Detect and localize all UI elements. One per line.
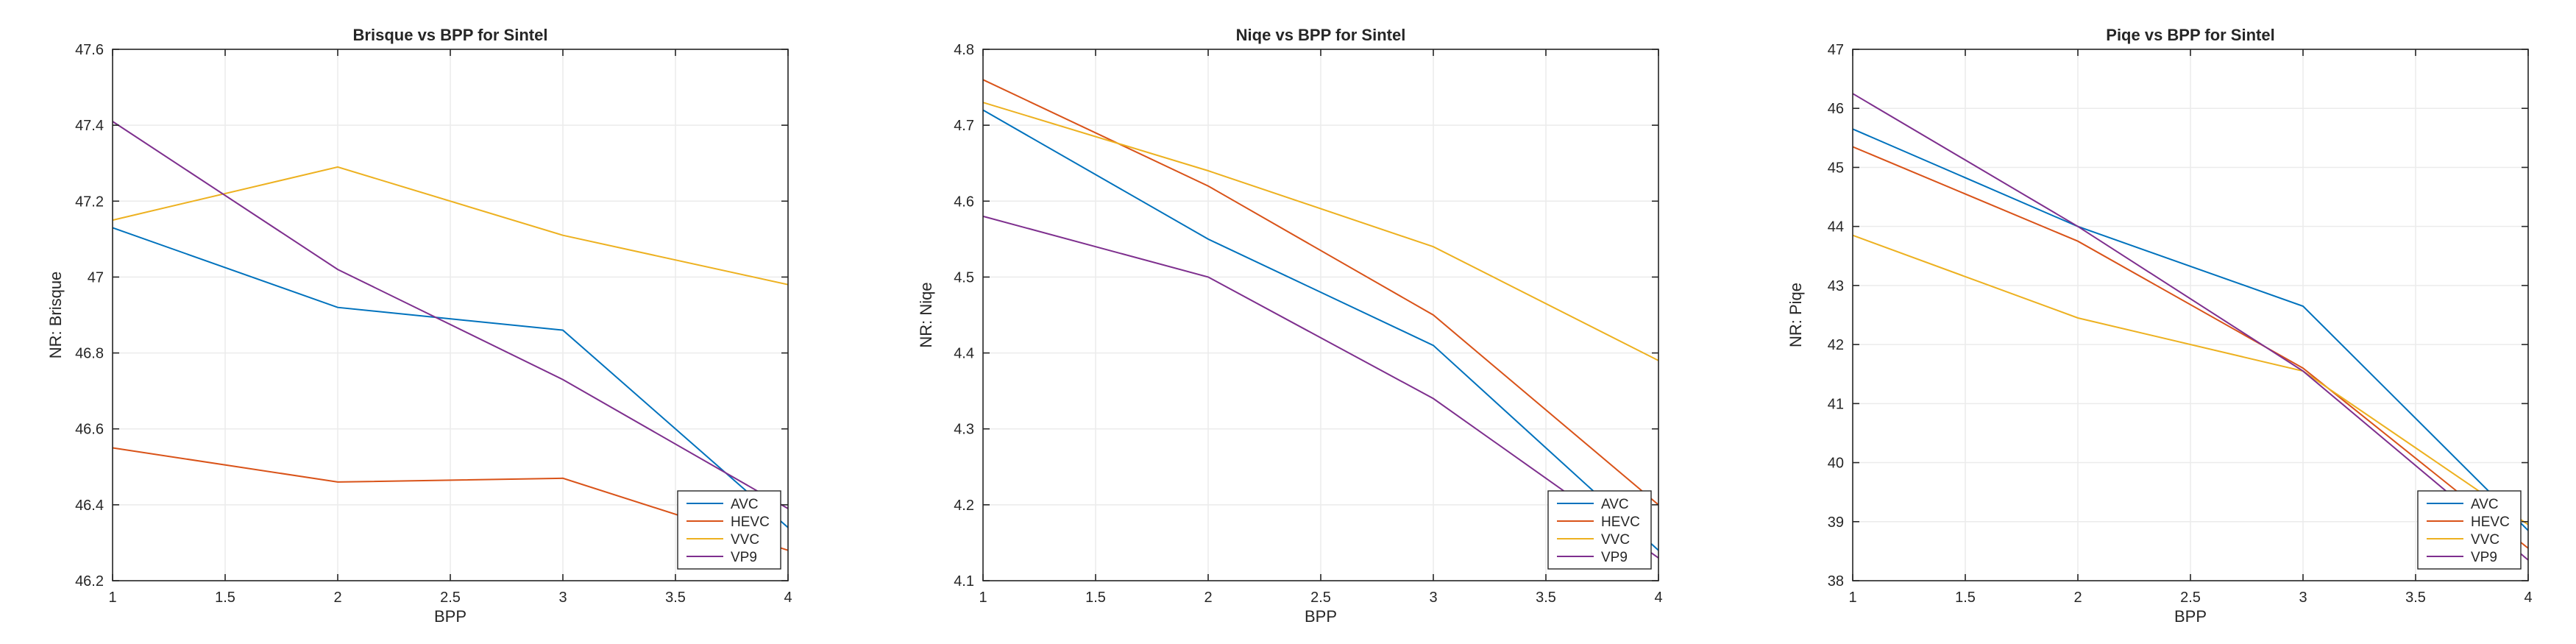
- chart-panel-1: 1 1.5 2 2.5 3 3.5 4 46.2 46.4 46.6 46.8 47 47.2 47.4 4…: [46, 26, 792, 626]
- series-line-hevc: [982, 79, 1659, 506]
- y-tick-label: 42: [1828, 337, 1844, 353]
- legend: AVC HEVC VVC VP9: [2417, 490, 2522, 570]
- legend-label: VVC: [731, 532, 759, 548]
- chart-title: Niqe vs BPP for Sintel: [1236, 26, 1406, 44]
- y-tick-label: 46.6: [75, 422, 104, 438]
- chart-panel-2: 1 1.5 2 2.5 3 3.5 4 4.1 4.2 4.3 4.4 4.5 4.6 4.7 4.8 Niq…: [917, 26, 1663, 626]
- x-tick-label: 3: [558, 590, 567, 606]
- legend-label: HEVC: [1601, 514, 1640, 530]
- x-tick-label: 4: [2524, 590, 2532, 606]
- x-axis-label: BPP: [1305, 607, 1337, 626]
- y-tick-label: 44: [1828, 219, 1844, 236]
- legend-label: AVC: [1601, 497, 1629, 512]
- x-tick-label: 2.5: [440, 590, 461, 606]
- x-tick-label: 2.5: [2180, 590, 2201, 606]
- y-tick-label: 47.4: [75, 118, 104, 134]
- x-tick-label: 3.5: [665, 590, 686, 606]
- legend-label: VP9: [1601, 550, 1628, 565]
- x-tick-label: 4: [1654, 590, 1662, 606]
- y-tick-label: 4.1: [954, 573, 974, 590]
- y-tick-label: 4.5: [954, 269, 974, 286]
- x-tick-label: 3: [1429, 590, 1437, 606]
- x-axis-label: BPP: [434, 607, 466, 626]
- series-line-vvc: [112, 166, 789, 286]
- y-tick-label: 46.8: [75, 346, 104, 362]
- y-tick-label: 39: [1828, 514, 1844, 531]
- series-line-avc: [1852, 128, 2529, 531]
- series-line-avc: [982, 109, 1659, 551]
- y-axis-label: NR: Niqe: [917, 282, 935, 347]
- x-tick-label: 1: [1848, 590, 1856, 606]
- x-tick-label: 3.5: [2405, 590, 2426, 606]
- chart-title: Brisque vs BPP for Sintel: [353, 26, 548, 44]
- x-tick-label: 2: [2073, 590, 2082, 606]
- y-tick-label: 40: [1828, 456, 1844, 472]
- legend-label: VP9: [731, 550, 757, 565]
- x-axis-label: BPP: [2174, 607, 2207, 626]
- x-tick-label: 4: [784, 590, 792, 606]
- chart-panel-3: 1 1.5 2 2.5 3 3.5 4 38 39 40 41 42 43 44 45 46 47 Piqe vs…: [1786, 26, 2533, 626]
- y-tick-label: 45: [1828, 160, 1844, 176]
- legend-label: HEVC: [2471, 514, 2510, 530]
- y-tick-label: 47.6: [75, 42, 104, 58]
- y-tick-label: 47.2: [75, 194, 104, 210]
- y-tick-label: 41: [1828, 396, 1844, 412]
- legend: AVC HEVC VVC VP9: [1547, 490, 1652, 570]
- legend-label: AVC: [731, 497, 759, 512]
- x-tick-label: 3: [2299, 590, 2307, 606]
- y-tick-label: 46: [1828, 101, 1844, 117]
- legend-box: [1547, 490, 1652, 570]
- x-tick-label: 1.5: [1955, 590, 1976, 606]
- legend-label: VP9: [2471, 550, 2497, 565]
- x-tick-label: 1: [108, 590, 116, 606]
- y-tick-label: 47: [1828, 42, 1844, 58]
- y-tick-label: 4.2: [954, 498, 974, 514]
- series-line-vvc: [982, 102, 1659, 361]
- series-line-vp9: [112, 121, 789, 509]
- y-tick-label: 4.7: [954, 118, 974, 134]
- series-line-hevc: [112, 447, 789, 551]
- y-tick-label: 38: [1828, 573, 1844, 590]
- series-line-avc: [112, 227, 789, 528]
- x-tick-label: 2: [333, 590, 341, 606]
- legend-label: VVC: [1601, 532, 1630, 548]
- y-tick-label: 43: [1828, 278, 1844, 294]
- legend: AVC HEVC VVC VP9: [677, 490, 781, 570]
- x-tick-label: 1.5: [215, 590, 235, 606]
- y-tick-label: 46.4: [75, 498, 104, 514]
- legend-box: [2417, 490, 2522, 570]
- x-tick-label: 3.5: [1536, 590, 1556, 606]
- series-line-vp9: [1852, 93, 2529, 561]
- legend-label: VVC: [2471, 532, 2499, 548]
- chart-title: Piqe vs BPP for Sintel: [2106, 26, 2274, 44]
- y-axis-label: NR: Piqe: [1786, 283, 1805, 347]
- legend-box: [677, 490, 781, 570]
- y-tick-label: 4.3: [954, 422, 974, 438]
- y-axis-label: NR: Brisque: [46, 272, 65, 359]
- legend-label: HEVC: [731, 514, 770, 530]
- y-tick-label: 46.2: [75, 573, 104, 590]
- legend-label: AVC: [2471, 497, 2499, 512]
- x-tick-label: 1: [979, 590, 987, 606]
- y-tick-label: 4.4: [954, 346, 974, 362]
- series-line-vp9: [982, 215, 1659, 559]
- y-tick-label: 4.8: [954, 42, 974, 58]
- x-tick-label: 2: [1204, 590, 1212, 606]
- y-tick-label: 47: [88, 269, 104, 286]
- x-tick-label: 1.5: [1085, 590, 1106, 606]
- x-tick-label: 2.5: [1310, 590, 1331, 606]
- series-line-vvc: [1852, 234, 2529, 526]
- y-tick-label: 4.6: [954, 194, 974, 210]
- series-line-hevc: [1852, 146, 2529, 549]
